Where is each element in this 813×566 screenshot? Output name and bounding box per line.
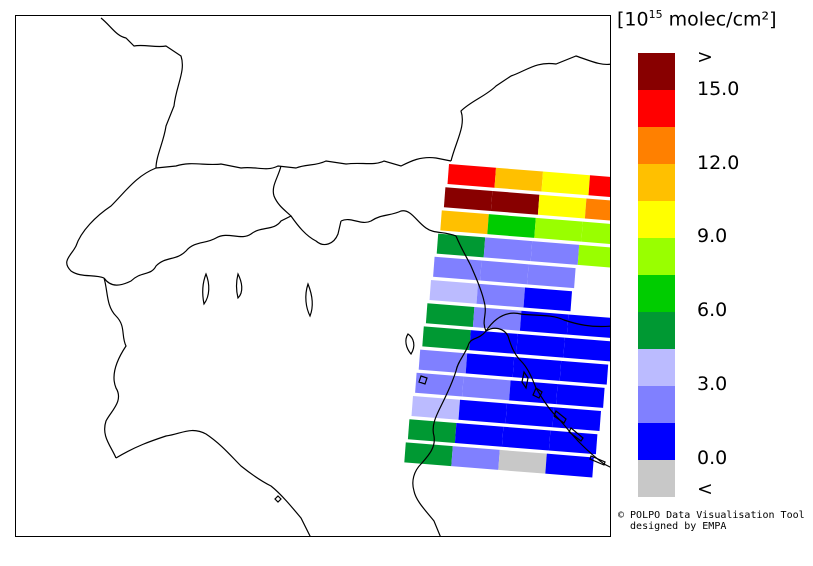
colorbar-label-12: 12.0 bbox=[697, 152, 740, 174]
swath-pixel bbox=[490, 190, 540, 215]
island-cres bbox=[521, 370, 529, 390]
colorbar-swatch bbox=[638, 423, 675, 460]
island-pag bbox=[553, 410, 567, 424]
swath-pixel bbox=[581, 221, 610, 244]
colorbar-swatch bbox=[638, 349, 675, 386]
credit-line-1: © POLPO Data Visualisation Tool bbox=[618, 510, 805, 521]
swath-pixel bbox=[411, 396, 460, 420]
coast-liguria bbox=[115, 429, 311, 536]
border-switzerland-east bbox=[272, 165, 292, 217]
swath-pixel bbox=[501, 426, 551, 451]
swath-pixel bbox=[577, 244, 610, 268]
colorbar-swatch bbox=[638, 312, 675, 349]
swath-pixel bbox=[509, 380, 558, 405]
colorbar-swatch bbox=[638, 201, 675, 238]
swath-pixel bbox=[476, 283, 525, 308]
swath-pixel bbox=[440, 210, 489, 235]
map-canvas bbox=[66, 17, 610, 536]
swath-pixel bbox=[407, 419, 457, 443]
swath-pixel bbox=[563, 337, 610, 362]
swath-pixel bbox=[422, 326, 471, 351]
swath-pixel bbox=[584, 198, 610, 221]
colorbar-swatch bbox=[638, 460, 675, 497]
colorbar-label-0: 0.0 bbox=[697, 447, 728, 469]
swath-pixel bbox=[418, 349, 468, 374]
colorbar-swatch bbox=[638, 275, 675, 312]
swath-pixel bbox=[429, 280, 478, 304]
map-panel bbox=[15, 15, 611, 537]
colorbar-label-15: 15.0 bbox=[697, 78, 740, 100]
colorbar-swatch bbox=[638, 164, 675, 201]
border-austria-north bbox=[450, 55, 610, 162]
colorbar-label-6: 6.0 bbox=[697, 299, 728, 321]
swath-pixel bbox=[494, 167, 543, 192]
swath-pixel bbox=[530, 241, 580, 265]
lake-como bbox=[235, 272, 243, 300]
no2-swath-pixels bbox=[404, 164, 610, 478]
border-austria-italy bbox=[340, 210, 457, 237]
swath-pixel bbox=[498, 449, 547, 474]
country-borders bbox=[66, 17, 610, 536]
colorbar-title-exponent: 15 bbox=[648, 8, 663, 21]
swath-pixel bbox=[516, 333, 565, 358]
colorbar-swatch bbox=[638, 53, 675, 90]
island-krk bbox=[532, 387, 543, 399]
island-hvar bbox=[589, 455, 606, 466]
border-slovenia-croatia bbox=[485, 312, 610, 332]
colorbar-title-base: [10 bbox=[617, 8, 649, 31]
colorbar-swatch bbox=[638, 386, 675, 423]
swath-pixel bbox=[483, 237, 533, 262]
colorbar-title-unit: molec/cm²] bbox=[662, 8, 777, 31]
lake-maggiore bbox=[202, 272, 210, 306]
swath-pixel bbox=[505, 403, 554, 428]
border-france-germany bbox=[100, 17, 183, 169]
colorbar-label-gt: > bbox=[697, 46, 713, 68]
swath-pixel bbox=[541, 171, 590, 196]
credit-line-2: designed by EMPA bbox=[618, 521, 727, 532]
border-france-italy bbox=[103, 277, 127, 459]
swath-pixel bbox=[523, 287, 572, 312]
border-switzerland-south bbox=[103, 215, 342, 286]
swath-pixel bbox=[545, 453, 594, 478]
swath-pixel bbox=[527, 264, 576, 289]
swath-pixel bbox=[454, 422, 504, 447]
colorbar-label-9: 9.0 bbox=[697, 225, 728, 247]
colorbar-title: [1015 molec/cm²] bbox=[617, 8, 777, 30]
colorbar-label-lt: < bbox=[697, 478, 713, 500]
swath-pixel bbox=[433, 256, 482, 281]
swath-pixel bbox=[537, 194, 587, 219]
swath-pixel bbox=[425, 303, 475, 327]
swath-pixel bbox=[512, 357, 562, 381]
swath-pixel bbox=[534, 217, 583, 242]
swath-pixel bbox=[462, 376, 511, 401]
venice-lagoon bbox=[405, 333, 415, 356]
swath-pixel bbox=[559, 360, 609, 385]
island-small bbox=[274, 495, 282, 503]
swath-pixel bbox=[556, 384, 605, 408]
swath-pixel bbox=[480, 260, 529, 285]
swath-pixel bbox=[548, 430, 598, 455]
colorbar-swatch bbox=[638, 238, 675, 275]
coast-adriatic-west bbox=[412, 330, 487, 536]
colorbar-swatch bbox=[638, 127, 675, 164]
swath-pixel bbox=[458, 399, 507, 424]
swath-pixel bbox=[465, 353, 515, 378]
credit-text: © POLPO Data Visualisation Tool designed… bbox=[618, 510, 805, 532]
swath-pixel bbox=[519, 310, 569, 335]
island-dugi bbox=[568, 427, 584, 442]
swath-pixel bbox=[487, 214, 536, 238]
swath-pixel bbox=[447, 164, 496, 188]
po-delta bbox=[418, 375, 428, 385]
colorbar-swatch bbox=[638, 90, 675, 127]
colorbar-label-3: 3.0 bbox=[697, 373, 728, 395]
border-italy-slovenia bbox=[455, 235, 487, 332]
lake-garda bbox=[305, 282, 313, 318]
swath-pixel bbox=[588, 175, 610, 197]
swath-pixel bbox=[451, 446, 500, 470]
swath-pixel bbox=[443, 187, 493, 211]
colorbar bbox=[638, 53, 675, 497]
border-switzerland-west bbox=[66, 167, 157, 279]
swath-pixel bbox=[469, 330, 518, 354]
border-switzerland-north bbox=[155, 156, 452, 170]
